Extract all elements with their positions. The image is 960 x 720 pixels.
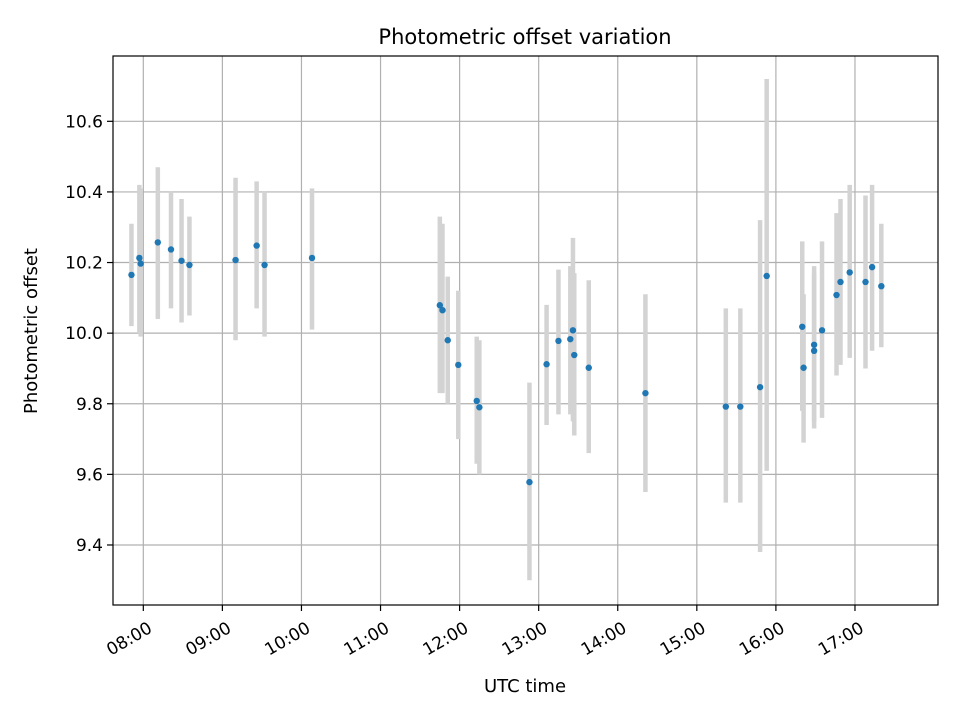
data-point bbox=[833, 291, 840, 299]
chart-title: Photometric offset variation bbox=[378, 25, 671, 49]
data-point bbox=[137, 260, 144, 267]
data-point bbox=[837, 278, 844, 286]
data-point bbox=[642, 389, 649, 397]
data-point bbox=[846, 269, 853, 276]
data-point bbox=[862, 278, 869, 286]
data-point bbox=[763, 272, 770, 280]
y-tick-label: 10.0 bbox=[65, 324, 103, 344]
x-axis-label: UTC time bbox=[484, 676, 566, 697]
data-point bbox=[186, 261, 193, 269]
data-point bbox=[476, 404, 483, 411]
y-axis-label: Photometric offset bbox=[21, 248, 42, 414]
data-point bbox=[178, 257, 185, 264]
data-point bbox=[737, 403, 744, 410]
data-point bbox=[868, 263, 876, 271]
data-point bbox=[526, 478, 533, 486]
data-point bbox=[810, 341, 818, 348]
data-point bbox=[756, 383, 764, 391]
data-point bbox=[543, 361, 550, 368]
data-point bbox=[167, 246, 175, 253]
y-tick-label: 9.4 bbox=[76, 536, 103, 556]
data-point bbox=[722, 403, 730, 410]
data-point bbox=[567, 335, 574, 343]
data-point bbox=[253, 242, 260, 249]
data-point bbox=[810, 347, 818, 355]
data-point bbox=[569, 327, 577, 334]
y-tick-label: 9.6 bbox=[76, 465, 103, 485]
data-point bbox=[473, 397, 480, 405]
data-point bbox=[261, 261, 268, 269]
data-point bbox=[455, 361, 462, 369]
data-point bbox=[128, 271, 135, 279]
plot-frame bbox=[112, 55, 939, 606]
y-tick-label: 10.4 bbox=[65, 183, 103, 203]
data-point bbox=[571, 351, 578, 359]
data-point bbox=[308, 254, 316, 262]
y-tick-label: 10.6 bbox=[65, 112, 103, 132]
data-point bbox=[800, 364, 807, 371]
data-point bbox=[444, 337, 451, 344]
grid bbox=[113, 56, 938, 605]
y-tick-label: 10.2 bbox=[65, 254, 103, 274]
data-point bbox=[136, 254, 143, 262]
data-point bbox=[818, 327, 826, 334]
data-point bbox=[555, 337, 562, 345]
data-point bbox=[878, 282, 885, 290]
data-points bbox=[128, 239, 885, 486]
data-point bbox=[436, 302, 444, 309]
y-tick-label: 9.8 bbox=[76, 395, 103, 415]
data-point bbox=[439, 306, 446, 314]
data-point bbox=[585, 364, 592, 371]
data-point bbox=[799, 323, 806, 330]
data-point bbox=[232, 256, 239, 264]
data-point bbox=[154, 239, 162, 246]
